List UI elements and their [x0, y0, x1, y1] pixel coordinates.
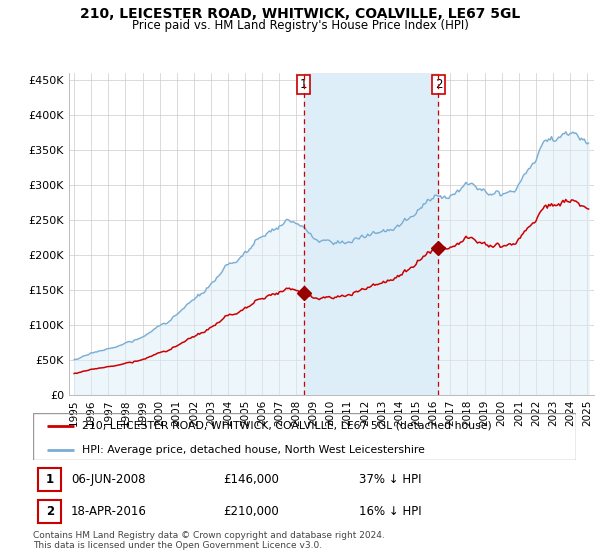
Bar [38, 469, 61, 492]
Bar [304, 73, 439, 395]
Text: 210, LEICESTER ROAD, WHITWICK, COALVILLE, LE67 5GL: 210, LEICESTER ROAD, WHITWICK, COALVILLE… [80, 7, 520, 21]
Text: 1: 1 [300, 78, 308, 91]
Bar [38, 500, 61, 523]
Text: Price paid vs. HM Land Registry's House Price Index (HPI): Price paid vs. HM Land Registry's House … [131, 19, 469, 32]
Text: 06-JUN-2008: 06-JUN-2008 [71, 473, 146, 487]
Text: £210,000: £210,000 [223, 505, 279, 518]
Text: Contains HM Land Registry data © Crown copyright and database right 2024.
This d: Contains HM Land Registry data © Crown c… [33, 531, 385, 550]
Text: £146,000: £146,000 [223, 473, 279, 487]
Text: 18-APR-2016: 18-APR-2016 [71, 505, 147, 518]
Text: 16% ↓ HPI: 16% ↓ HPI [359, 505, 421, 518]
Text: 210, LEICESTER ROAD, WHITWICK, COALVILLE, LE67 5GL (detached house): 210, LEICESTER ROAD, WHITWICK, COALVILLE… [82, 421, 491, 431]
Text: 2: 2 [46, 505, 54, 518]
Text: 37% ↓ HPI: 37% ↓ HPI [359, 473, 421, 487]
Text: HPI: Average price, detached house, North West Leicestershire: HPI: Average price, detached house, Nort… [82, 445, 425, 455]
Text: 2: 2 [434, 78, 442, 91]
Text: 1: 1 [46, 473, 54, 487]
